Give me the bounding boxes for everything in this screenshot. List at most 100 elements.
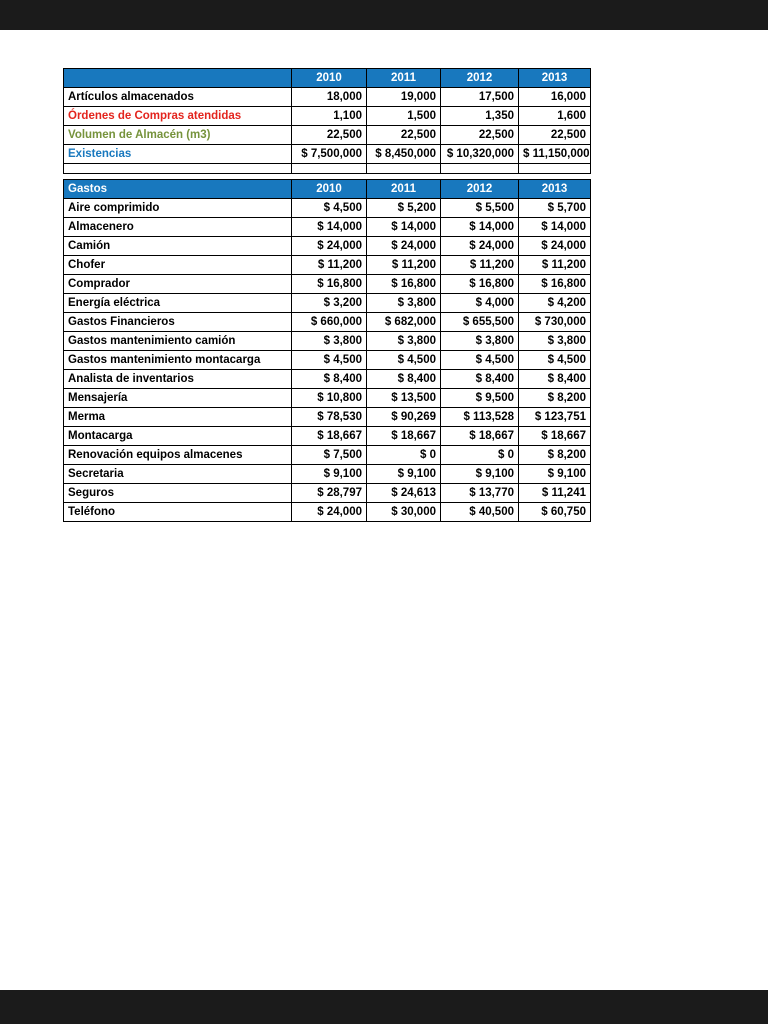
cell-value: 1,500 <box>366 106 441 126</box>
cell-value: $ 5,700 <box>518 198 591 218</box>
cell-value: 1,350 <box>440 106 519 126</box>
cell-value: $ 14,000 <box>366 217 441 237</box>
table-row: Aire comprimido $ 4,500 $ 5,200 $ 5,500 $ 5,… <box>63 198 591 218</box>
row-label: Teléfono <box>63 502 292 522</box>
table-row: Gastos mantenimiento montacarga $ 4,500 $ … <box>63 350 591 370</box>
cell-value: $ 16,800 <box>366 274 441 294</box>
cell-value: $ 13,770 <box>440 483 519 503</box>
row-label: Gastos mantenimiento camión <box>63 331 292 351</box>
table-row: Gastos mantenimiento camión $ 3,800 $ 3,80… <box>63 331 591 351</box>
cell-value: $ 16,800 <box>291 274 367 294</box>
cell-value: $ 24,000 <box>291 236 367 256</box>
cell-value: $ 8,400 <box>366 369 441 389</box>
header-cell-year-2013: 2013 <box>518 68 591 88</box>
cell-value: $ 8,200 <box>518 445 591 465</box>
cell-value: $ 0 <box>366 445 441 465</box>
cell-value: $ 3,800 <box>518 331 591 351</box>
row-label: Gastos mantenimiento montacarga <box>63 350 292 370</box>
cell-value: $ 9,100 <box>366 464 441 484</box>
header-cell-year-2013: 2013 <box>518 179 591 199</box>
cell-value: $ 5,200 <box>366 198 441 218</box>
header-cell-year-2012: 2012 <box>440 68 519 88</box>
row-label: Almacenero <box>63 217 292 237</box>
cell-value: $ 7,500,000 <box>291 144 367 164</box>
cell-value: $ 11,200 <box>291 255 367 275</box>
cell-value: $ 18,667 <box>366 426 441 446</box>
cell-value: $ 0 <box>440 445 519 465</box>
cell-value: $ 9,100 <box>518 464 591 484</box>
row-label: Renovación equipos almacenes <box>63 445 292 465</box>
cell-value: $ 3,800 <box>440 331 519 351</box>
table-row: Existencias $ 7,500,000 $ 8,450,000 $ 10,32… <box>63 144 591 164</box>
cell-value: $ 3,200 <box>291 293 367 313</box>
cell-value: $ 4,000 <box>440 293 519 313</box>
cell-value: $ 8,400 <box>291 369 367 389</box>
cell-value: 18,000 <box>291 87 367 107</box>
cell-value: $ 28,797 <box>291 483 367 503</box>
cell-value: $ 16,800 <box>518 274 591 294</box>
cell-value: $ 40,500 <box>440 502 519 522</box>
cell-value: $ 8,400 <box>440 369 519 389</box>
table-row: Camión $ 24,000 $ 24,000 $ 24,000 $ 24,000 <box>63 236 591 256</box>
cell-value: $ 90,269 <box>366 407 441 427</box>
row-label: Artículos almacenados <box>63 87 292 107</box>
cell-value: 17,500 <box>440 87 519 107</box>
cell-value: $ 3,800 <box>366 293 441 313</box>
cell-value: $ 11,241 <box>518 483 591 503</box>
cell-value: $ 4,200 <box>518 293 591 313</box>
row-label: Secretaria <box>63 464 292 484</box>
header-cell-blank <box>63 68 292 88</box>
header-cell-year-2011: 2011 <box>366 68 441 88</box>
spacer-cell <box>366 163 441 174</box>
cell-value: $ 24,613 <box>366 483 441 503</box>
cell-value: $ 11,200 <box>518 255 591 275</box>
cell-value: $ 7,500 <box>291 445 367 465</box>
cell-value: $ 655,500 <box>440 312 519 332</box>
spacer-cell <box>518 163 591 174</box>
cell-value: $ 9,100 <box>291 464 367 484</box>
cell-value: $ 14,000 <box>291 217 367 237</box>
cell-value: $ 10,800 <box>291 388 367 408</box>
table-row: Chofer $ 11,200 $ 11,200 $ 11,200 $ 11,200 <box>63 255 591 275</box>
table-row: Energía eléctrica $ 3,200 $ 3,800 $ 4,000 $ … <box>63 293 591 313</box>
cell-value: $ 60,750 <box>518 502 591 522</box>
gastos-header-row: Gastos 2010 2011 2012 2013 <box>63 179 591 199</box>
cell-value: $ 16,800 <box>440 274 519 294</box>
cell-value: 19,000 <box>366 87 441 107</box>
cell-value: $ 14,000 <box>518 217 591 237</box>
cell-value: $ 24,000 <box>291 502 367 522</box>
cell-value: 22,500 <box>440 125 519 145</box>
cell-value: 22,500 <box>366 125 441 145</box>
header-cell-year-2010: 2010 <box>291 179 367 199</box>
cell-value: $ 24,000 <box>440 236 519 256</box>
row-label: Merma <box>63 407 292 427</box>
cell-value: $ 11,150,000 <box>518 144 591 164</box>
cell-value: $ 4,500 <box>518 350 591 370</box>
cell-value: $ 78,530 <box>291 407 367 427</box>
row-label: Mensajería <box>63 388 292 408</box>
cell-value: 1,100 <box>291 106 367 126</box>
cell-value: $ 18,667 <box>440 426 519 446</box>
row-label: Volumen de Almacén (m3) <box>63 125 292 145</box>
cell-value: $ 11,200 <box>440 255 519 275</box>
cell-value: $ 123,751 <box>518 407 591 427</box>
cell-value: $ 10,320,000 <box>440 144 519 164</box>
cell-value: 16,000 <box>518 87 591 107</box>
cell-value: $ 30,000 <box>366 502 441 522</box>
header-cell-year-2011: 2011 <box>366 179 441 199</box>
summary-header-row: 2010 2011 2012 2013 <box>63 68 591 88</box>
spacer-cell <box>63 163 292 174</box>
table-row: Almacenero $ 14,000 $ 14,000 $ 14,000 $ 14,0… <box>63 217 591 237</box>
table-row: Gastos Financieros $ 660,000 $ 682,000 $ 65… <box>63 312 591 332</box>
table-row: Órdenes de Compras atendidas 1,100 1,500 1,… <box>63 106 591 126</box>
row-label: Chofer <box>63 255 292 275</box>
table-row: Secretaria $ 9,100 $ 9,100 $ 9,100 $ 9,100 <box>63 464 591 484</box>
row-label: Camión <box>63 236 292 256</box>
cell-value: $ 24,000 <box>518 236 591 256</box>
cell-value: $ 18,667 <box>291 426 367 446</box>
row-label: Comprador <box>63 274 292 294</box>
cell-value: $ 18,667 <box>518 426 591 446</box>
inventory-summary-table: 2010 2011 2012 2013 Artículos almacenado… <box>63 68 591 174</box>
header-cell-year-2010: 2010 <box>291 68 367 88</box>
cell-value: $ 9,500 <box>440 388 519 408</box>
